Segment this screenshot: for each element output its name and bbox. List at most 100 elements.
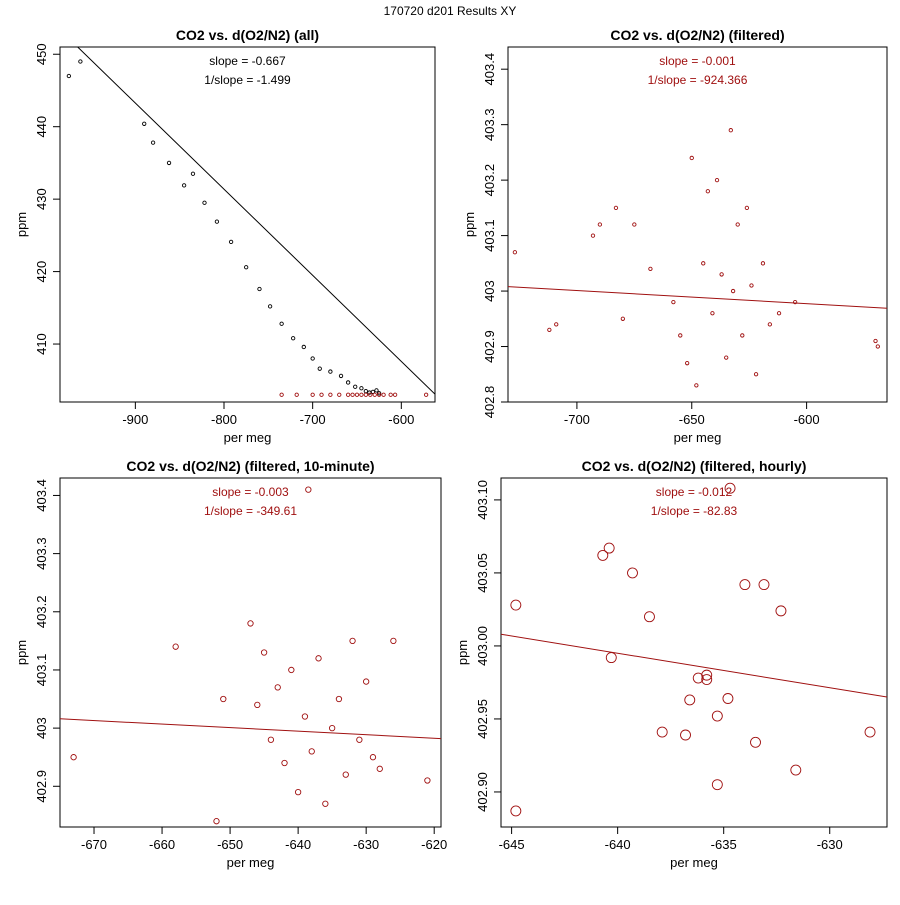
slope-annotation: slope = -0.003 <box>212 485 289 499</box>
data-point <box>388 392 393 397</box>
chart-title: CO2 vs. d(O2/N2) (filtered) <box>610 27 784 43</box>
y-axis-label: ppm <box>455 640 470 665</box>
data-point <box>310 356 315 361</box>
x-tick-label: -900 <box>122 412 148 427</box>
slope-annotation: slope = -0.001 <box>659 54 736 68</box>
chart-title: CO2 vs. d(O2/N2) (filtered, 10-minute) <box>126 458 374 474</box>
data-point <box>214 219 220 224</box>
data-point <box>710 311 715 316</box>
data-point <box>322 800 329 807</box>
data-point <box>656 726 668 738</box>
data-point <box>363 678 370 685</box>
data-point <box>689 155 694 161</box>
data-point <box>510 805 522 817</box>
y-tick-label: 403.10 <box>475 480 490 520</box>
data-point <box>701 669 713 681</box>
x-tick-label: -640 <box>605 837 631 852</box>
data-point <box>730 288 736 294</box>
data-point <box>267 304 273 309</box>
x-tick-label: -640 <box>285 837 311 852</box>
data-point <box>279 321 284 326</box>
y-tick-label: 403.1 <box>482 219 497 252</box>
data-point <box>372 392 377 397</box>
data-point <box>142 121 147 126</box>
y-axis-label: ppm <box>462 212 477 237</box>
data-point <box>356 736 363 743</box>
page-title: 170720 d201 Results XY <box>384 4 517 18</box>
data-point <box>678 333 683 338</box>
data-point <box>714 177 720 183</box>
data-point <box>735 222 740 227</box>
regression-line <box>501 633 887 698</box>
plot-area <box>60 486 441 825</box>
data-point <box>750 736 761 748</box>
data-point <box>864 726 876 738</box>
data-point <box>711 710 723 722</box>
plot-frame <box>59 46 436 403</box>
data-point <box>78 59 83 64</box>
data-point <box>172 643 179 650</box>
data-point <box>724 482 736 494</box>
y-tick-label: 402.90 <box>475 772 490 812</box>
data-point <box>353 384 358 389</box>
x-tick-label: -800 <box>211 412 237 427</box>
data-point <box>694 383 699 388</box>
data-point <box>150 140 156 145</box>
data-point <box>512 250 518 255</box>
data-point <box>381 392 386 397</box>
y-tick-label: 403 <box>482 280 497 302</box>
data-point <box>369 754 377 761</box>
data-point <box>359 386 364 391</box>
y-axis-label: ppm <box>14 640 29 665</box>
data-point <box>228 239 234 245</box>
data-point <box>294 392 299 397</box>
data-point <box>220 695 227 703</box>
slope-annotation: 1/slope = -924.366 <box>648 73 748 87</box>
data-point <box>335 695 343 703</box>
chart-panel: CO2 vs. d(O2/N2) (filtered, hourly) -645 -… <box>455 458 888 870</box>
data-point <box>247 620 254 627</box>
data-point <box>257 286 262 292</box>
data-point <box>354 392 360 397</box>
data-point <box>671 300 676 305</box>
x-axis-label: per meg <box>674 430 722 445</box>
data-point <box>613 205 619 211</box>
data-point <box>288 666 295 674</box>
y-tick-label: 403.05 <box>475 553 490 593</box>
x-tick-label: -620 <box>421 837 447 852</box>
chart-panel: CO2 vs. d(O2/N2) (filtered) -700 -650 -600 4… <box>462 27 888 445</box>
data-point <box>790 764 802 776</box>
data-point <box>597 549 609 561</box>
regression-line <box>60 718 441 740</box>
data-point <box>648 266 653 272</box>
y-tick-label: 440 <box>34 116 49 138</box>
data-point <box>350 392 355 397</box>
plot-area <box>508 128 887 388</box>
data-point <box>705 189 710 194</box>
slope-annotation: 1/slope = -82.83 <box>651 504 738 518</box>
data-point <box>310 392 315 397</box>
data-point <box>376 391 382 396</box>
data-point <box>305 486 312 493</box>
y-tick-label: 450 <box>34 43 49 65</box>
data-point <box>760 261 766 266</box>
slope-annotation: slope = -0.667 <box>209 54 286 68</box>
data-point <box>376 765 383 772</box>
chart-title: CO2 vs. d(O2/N2) (filtered, hourly) <box>582 458 807 474</box>
data-point <box>792 300 798 305</box>
data-point <box>315 655 322 662</box>
y-tick-label: 410 <box>34 333 49 355</box>
y-tick-label: 403.3 <box>482 108 497 141</box>
data-point <box>644 611 655 623</box>
data-point <box>317 366 322 371</box>
data-point <box>70 754 77 761</box>
x-tick-label: -650 <box>217 837 243 852</box>
y-tick-label: 403.00 <box>475 626 490 666</box>
y-tick-label: 402.95 <box>475 699 490 739</box>
x-tick-label: -630 <box>817 837 843 852</box>
data-point <box>701 674 713 685</box>
data-point <box>166 160 172 166</box>
slope-annotation: 1/slope = -1.499 <box>204 73 291 87</box>
